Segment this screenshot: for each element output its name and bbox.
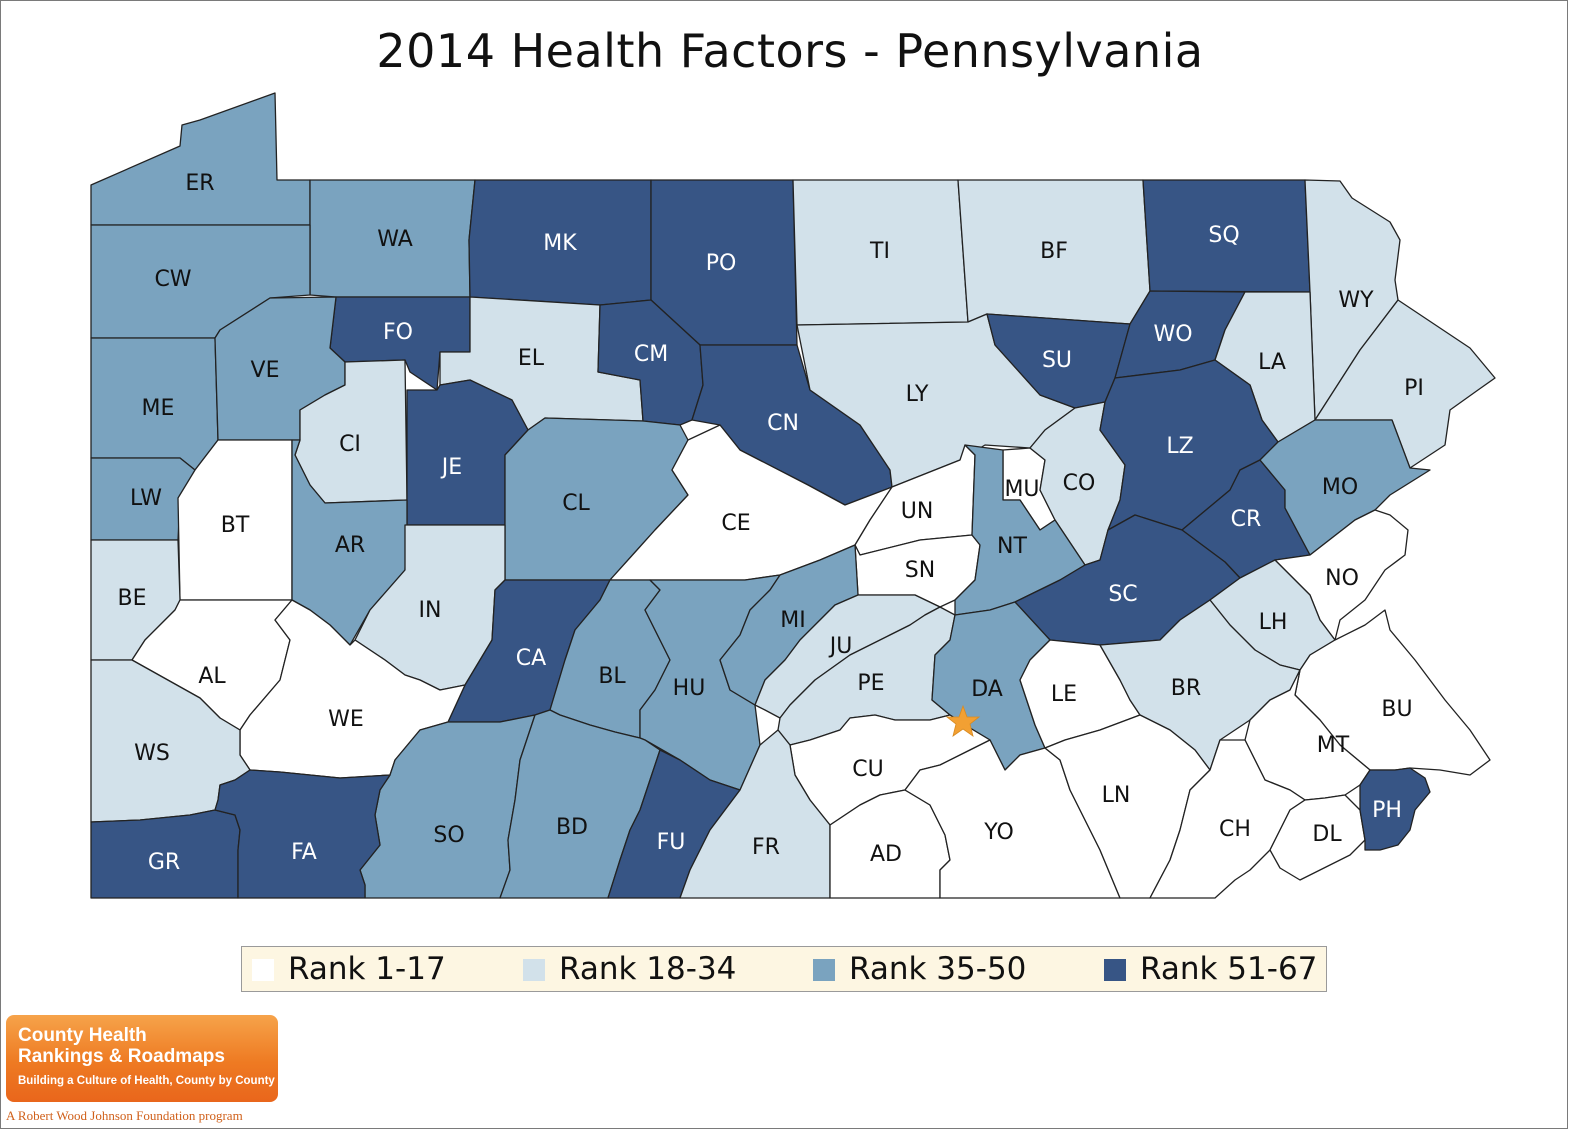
legend-swatch xyxy=(252,959,274,981)
county-label-CW: CW xyxy=(154,267,191,292)
county-label-WS: WS xyxy=(134,741,170,766)
county-label-BT: BT xyxy=(221,513,250,538)
county-label-ER: ER xyxy=(185,171,214,196)
county-health-rankings-logo: County Health Rankings & Roadmaps Buildi… xyxy=(6,1015,278,1102)
county-label-CH: CH xyxy=(1219,817,1251,842)
county-label-LN: LN xyxy=(1102,783,1131,808)
county-label-MK: MK xyxy=(543,231,577,256)
county-MO[interactable] xyxy=(1259,419,1431,556)
county-label-NO: NO xyxy=(1325,566,1359,591)
county-label-CN: CN xyxy=(767,411,799,436)
county-label-MU: MU xyxy=(1004,477,1039,502)
county-label-MT: MT xyxy=(1317,733,1350,758)
county-labels: ER WA MK PO TI BF SQ WY CW FO EL CM CN L… xyxy=(118,171,1424,875)
legend-label: Rank 51-67 xyxy=(1140,951,1318,987)
county-label-FU: FU xyxy=(657,830,686,855)
county-label-GR: GR xyxy=(148,850,180,875)
legend-swatch xyxy=(523,959,545,981)
county-label-WE: WE xyxy=(328,707,364,732)
county-label-BE: BE xyxy=(118,586,147,611)
county-label-VE: VE xyxy=(251,358,280,383)
county-FR[interactable] xyxy=(679,729,831,899)
county-label-BD: BD xyxy=(556,815,588,840)
county-label-UN: UN xyxy=(901,499,934,524)
county-label-CM: CM xyxy=(634,342,668,367)
county-label-DA: DA xyxy=(971,677,1003,702)
county-label-BU: BU xyxy=(1381,697,1412,722)
legend-swatch xyxy=(813,959,835,981)
county-label-LH: LH xyxy=(1259,610,1288,635)
legend-swatch xyxy=(1104,959,1126,981)
county-label-AL: AL xyxy=(198,664,226,689)
county-label-FA: FA xyxy=(291,840,317,865)
county-label-IN: IN xyxy=(419,598,442,623)
county-label-BR: BR xyxy=(1171,676,1201,701)
county-label-PE: PE xyxy=(857,671,884,696)
county-label-CI: CI xyxy=(339,432,361,457)
county-label-WY: WY xyxy=(1338,288,1374,313)
county-label-HU: HU xyxy=(673,676,706,701)
county-label-AD: AD xyxy=(870,842,902,867)
county-label-LW: LW xyxy=(130,486,162,511)
county-label-TI: TI xyxy=(869,239,890,264)
county-label-PH: PH xyxy=(1372,798,1402,823)
county-label-SQ: SQ xyxy=(1208,223,1239,248)
foundation-credit: A Robert Wood Johnson Foundation program xyxy=(6,1108,243,1123)
county-label-CA: CA xyxy=(516,646,546,671)
legend-label: Rank 1-17 xyxy=(288,951,446,987)
legend-label: Rank 35-50 xyxy=(849,951,1027,987)
pennsylvania-county-map: ER WA MK PO TI BF SQ WY CW FO EL CM CN L… xyxy=(90,92,1496,899)
county-label-SN: SN xyxy=(905,558,935,583)
legend-label: Rank 18-34 xyxy=(559,951,737,987)
county-CM[interactable] xyxy=(597,299,704,426)
county-label-LZ: LZ xyxy=(1166,434,1193,459)
county-label-MO: MO xyxy=(1322,475,1358,500)
county-label-BL: BL xyxy=(598,664,626,689)
county-label-AR: AR xyxy=(335,533,365,558)
county-label-DL: DL xyxy=(1312,822,1342,847)
county-label-LA: LA xyxy=(1258,350,1286,375)
county-label-FR: FR xyxy=(752,835,780,860)
county-ER[interactable] xyxy=(90,92,311,226)
logo-line-2: Rankings & Roadmaps xyxy=(18,1046,225,1067)
county-label-CU: CU xyxy=(852,757,883,782)
county-label-MI: MI xyxy=(780,608,805,633)
county-label-PO: PO xyxy=(706,251,737,276)
capital-star-icon xyxy=(945,704,981,737)
county-label-CO: CO xyxy=(1063,471,1096,496)
county-DL[interactable] xyxy=(1269,794,1366,881)
county-label-JU: JU xyxy=(828,634,853,659)
county-label-CR: CR xyxy=(1231,507,1262,532)
county-label-CE: CE xyxy=(721,511,750,536)
county-label-NT: NT xyxy=(997,534,1027,559)
legend: Rank 1-17 Rank 18-34 Rank 35-50 Rank 51-… xyxy=(241,946,1327,992)
county-PH[interactable] xyxy=(1359,767,1431,851)
logo-tagline: Building a Culture of Health, County by … xyxy=(18,1075,275,1087)
county-label-EL: EL xyxy=(518,346,545,371)
county-label-SC: SC xyxy=(1108,582,1137,607)
county-label-LY: LY xyxy=(906,382,929,407)
county-label-YO: YO xyxy=(983,820,1014,845)
county-label-JE: JE xyxy=(440,455,462,480)
county-label-BF: BF xyxy=(1040,239,1068,264)
county-label-ME: ME xyxy=(142,396,175,421)
county-FA[interactable] xyxy=(214,769,391,899)
county-label-SO: SO xyxy=(433,823,464,848)
map-title: 2014 Health Factors - Pennsylvania xyxy=(376,24,1204,78)
county-label-WA: WA xyxy=(377,227,413,252)
county-label-FO: FO xyxy=(383,320,413,345)
county-label-PI: PI xyxy=(1404,376,1424,401)
county-label-WO: WO xyxy=(1153,322,1192,347)
county-label-LE: LE xyxy=(1051,682,1077,707)
county-label-SU: SU xyxy=(1042,348,1072,373)
logo-line-1: County Health xyxy=(18,1025,147,1046)
county-label-CL: CL xyxy=(562,491,590,516)
